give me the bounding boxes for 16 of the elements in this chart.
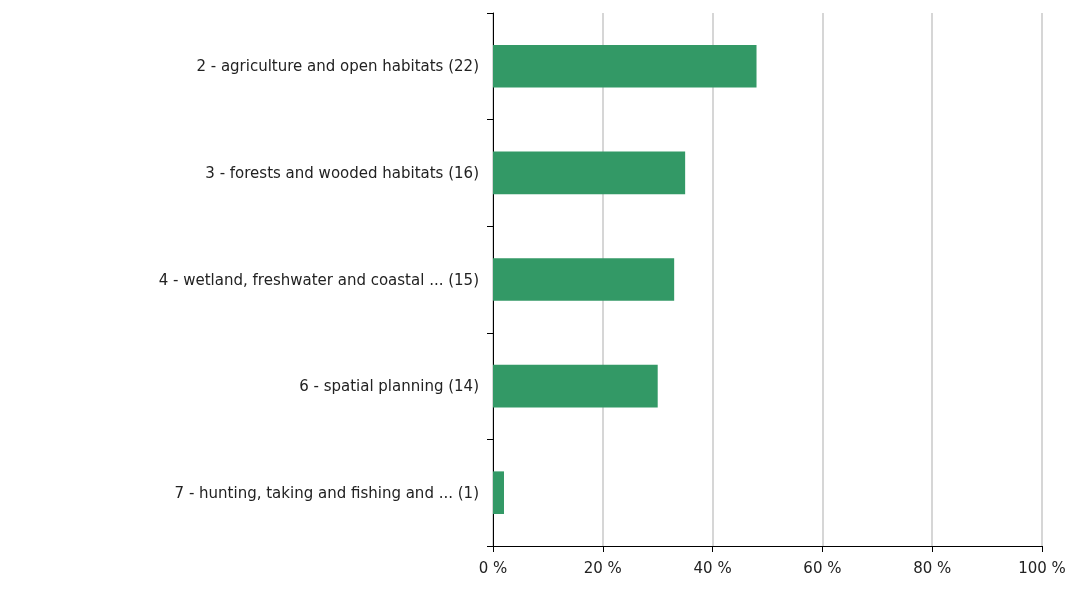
bar (493, 44, 757, 88)
y-tick-label: 6 - spatial planning (14) (299, 377, 479, 396)
x-tick-label: 40 % (693, 558, 732, 577)
y-tick-label: 2 - agriculture and open habitats (22) (196, 57, 479, 76)
y-tick-label: 7 - hunting, taking and fishing and ... (1) (174, 483, 479, 502)
x-tick-label: 80 % (913, 558, 952, 577)
y-tick-label: 3 - forests and wooded habitats (16) (205, 163, 479, 182)
x-tick-label: 100 % (1018, 558, 1066, 577)
bar (493, 364, 658, 408)
bar (493, 151, 686, 195)
bar (493, 258, 675, 301)
bar (493, 471, 504, 515)
y-tick-label: 4 - wetland, freshwater and coastal ... (15) (158, 270, 479, 289)
x-tick-label: 0 % (478, 558, 508, 577)
x-tick-label: 60 % (803, 558, 842, 577)
x-tick-label: 20 % (583, 558, 622, 577)
